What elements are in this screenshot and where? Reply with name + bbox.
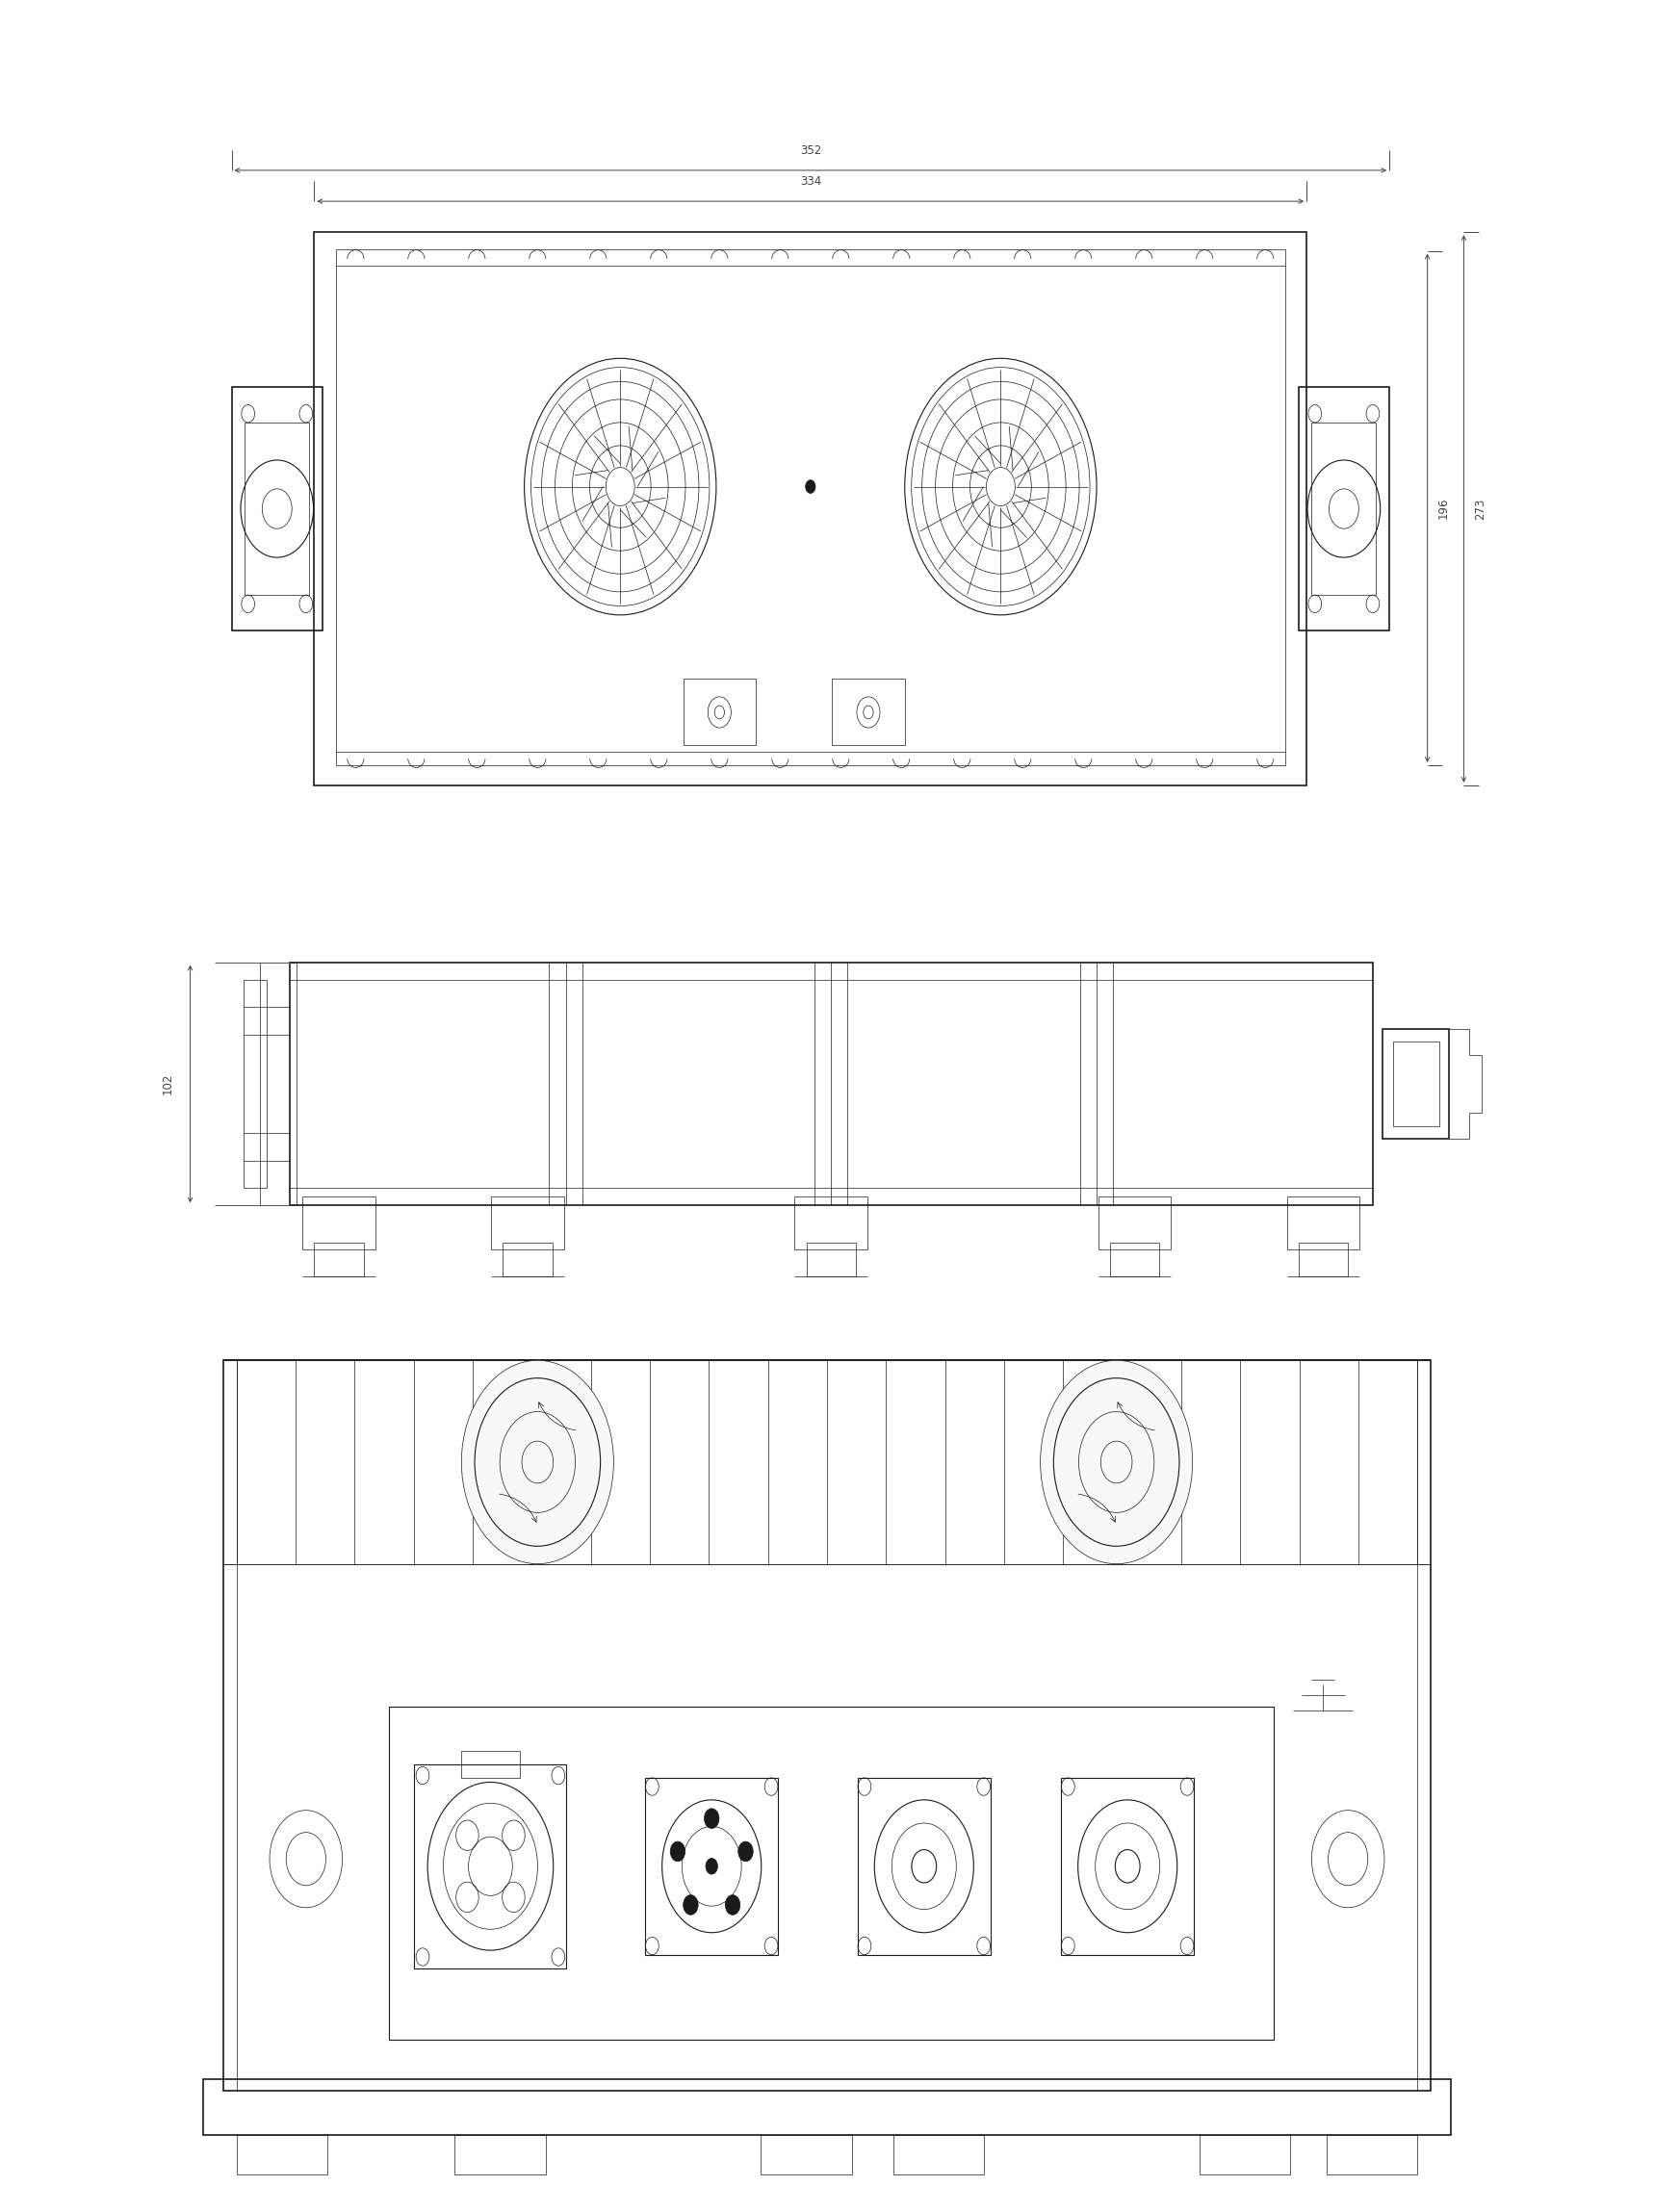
Bar bbox=[260, 962, 296, 1206]
Bar bbox=[1062, 1778, 1194, 1955]
Bar bbox=[805, 1243, 857, 1276]
Bar bbox=[1098, 1197, 1171, 1250]
Bar bbox=[683, 679, 756, 745]
Bar bbox=[1199, 2135, 1290, 2174]
Circle shape bbox=[683, 1896, 698, 1916]
Bar bbox=[336, 250, 1285, 765]
Bar bbox=[1287, 1197, 1360, 1250]
Bar bbox=[645, 1778, 777, 1955]
Bar bbox=[289, 962, 1373, 1206]
Circle shape bbox=[706, 1858, 718, 1874]
Bar bbox=[243, 980, 266, 1188]
Circle shape bbox=[670, 1843, 685, 1863]
Bar bbox=[1110, 1243, 1159, 1276]
Bar bbox=[314, 1243, 364, 1276]
Bar bbox=[232, 387, 323, 630]
Text: 273: 273 bbox=[1474, 498, 1487, 520]
Circle shape bbox=[805, 480, 815, 493]
Text: 196: 196 bbox=[1437, 498, 1451, 520]
Text: 102: 102 bbox=[160, 1073, 174, 1095]
Bar bbox=[223, 1360, 1431, 2090]
Bar bbox=[237, 2135, 327, 2174]
Bar bbox=[893, 2135, 984, 2174]
Bar bbox=[1298, 387, 1389, 630]
Bar bbox=[389, 1705, 1274, 2039]
Bar bbox=[1327, 2135, 1417, 2174]
Bar bbox=[461, 1752, 521, 1778]
Bar bbox=[491, 1197, 564, 1250]
Bar bbox=[314, 232, 1307, 785]
Bar bbox=[503, 1243, 552, 1276]
Bar bbox=[1298, 1243, 1348, 1276]
Bar bbox=[1393, 1042, 1439, 1126]
Text: 334: 334 bbox=[801, 175, 820, 188]
Bar bbox=[794, 1197, 867, 1250]
Circle shape bbox=[724, 1896, 739, 1916]
Circle shape bbox=[705, 1809, 719, 1829]
Circle shape bbox=[738, 1843, 753, 1863]
Bar bbox=[1312, 422, 1376, 595]
Bar bbox=[415, 1765, 567, 1969]
Bar bbox=[1383, 1029, 1449, 1139]
Bar bbox=[832, 679, 905, 745]
Circle shape bbox=[1040, 1360, 1193, 1564]
Bar bbox=[455, 2135, 546, 2174]
Bar bbox=[761, 2135, 852, 2174]
Circle shape bbox=[461, 1360, 614, 1564]
Text: 352: 352 bbox=[801, 144, 820, 157]
Bar bbox=[858, 1778, 991, 1955]
Bar bbox=[203, 2079, 1451, 2135]
Bar bbox=[303, 1197, 375, 1250]
Bar bbox=[245, 422, 309, 595]
